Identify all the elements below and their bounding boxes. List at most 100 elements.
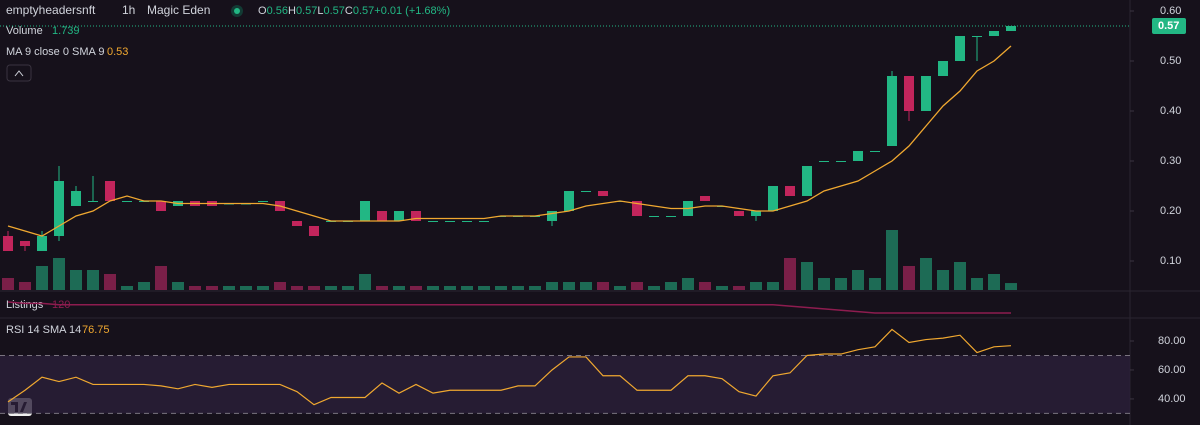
volume-bar [546,282,558,290]
volume-bar [869,278,881,290]
candle-body [156,201,166,211]
volume-bar [461,286,473,290]
volume-value: 1.739 [52,25,80,37]
candle-body [768,186,778,211]
rsi-tick-label: 60.00 [1158,364,1186,376]
volume-bar [597,282,609,290]
volume-bar [801,262,813,290]
volume-bar [1005,283,1017,290]
volume-bar [665,282,677,290]
volume-bar [563,282,575,290]
candle-body [1006,26,1016,31]
y-tick-label: 0.40 [1160,105,1181,117]
exchange: Magic Eden [147,3,210,17]
volume-bar [954,262,966,290]
volume-bar [308,286,320,290]
candle-body [921,76,931,111]
symbol: emptyheadersnft [6,3,96,17]
volume-bar [342,286,354,290]
candle-body [428,221,438,222]
volume-bar [631,282,643,290]
volume-bar [512,286,524,290]
volume-bar [53,258,65,290]
ma-line [7,45,1012,237]
last-price-tag [1152,18,1186,34]
candle-body [360,201,370,221]
candle-body [989,31,999,36]
volume-bar [291,286,303,290]
volume-bar [410,286,422,290]
volume-bar [325,286,337,290]
volume-bar [223,286,235,290]
candle-body [836,161,846,162]
candle-body [105,181,115,201]
rsi-label: RSI 14 SMA 14 [6,324,81,336]
legend: emptyheadersnft 1h Magic Eden O0.56H 0.57… [6,3,450,336]
candle-body [734,211,744,216]
volume-bar [138,282,150,290]
y-tick-label: 0.50 [1160,55,1181,67]
volume-bar [529,286,541,290]
candle-body [904,76,914,111]
candle-body [377,211,387,221]
last-price-label: 0.57 [1158,20,1179,32]
volume-bar [189,286,201,290]
candle-body [309,226,319,236]
ohlc-value: 0.56 [267,5,288,17]
candle-body [54,181,64,236]
candle-body [785,186,795,196]
volume-bar [444,286,456,290]
volume-bar [376,286,388,290]
volume-bar [767,282,779,290]
ohlc-key: H [288,5,296,17]
rsi-band [0,355,1130,414]
candle-body [3,236,13,251]
candle-body [972,36,982,37]
volume-bar [886,230,898,290]
candle-body [547,211,557,221]
candle-body [870,151,880,152]
volume-bar [427,286,439,290]
volume-bar [495,286,507,290]
volume-bar [699,282,711,290]
candle-body [853,151,863,161]
ohlc-value: 0.57 [353,5,374,17]
y-tick-label: 0.60 [1160,5,1181,17]
interval: 1h [122,3,135,17]
volume-bar [682,278,694,290]
ohlc: O0.56H0.57L0.57C0.57+0.01 (+1.68%) [258,5,450,17]
collapse-button[interactable] [6,64,32,82]
volume-bar [240,286,252,290]
y-tick-label: 0.30 [1160,155,1181,167]
candle-body [955,36,965,61]
candle-body [887,76,897,146]
candle-body [88,201,98,202]
candle-body [938,61,948,76]
candle-body [258,201,268,202]
volume-bar [580,282,592,290]
volume-bar [2,278,14,290]
y-tick-label: 0.10 [1160,255,1181,267]
volume-bar [393,286,405,290]
candle-body [445,221,455,222]
volume-bar [257,286,269,290]
candle-body [564,191,574,211]
volume-bar [716,286,728,290]
volume-bar [155,266,167,290]
candle-body [598,191,608,196]
volume-bar [478,286,490,290]
ma-label: MA 9 close 0 SMA 9 [6,46,104,58]
ohlc-key: O [258,5,267,17]
volume-bar [70,270,82,290]
candle-body [649,216,659,217]
rsi-tick-label: 80.00 [1158,335,1186,347]
candle-body [666,216,676,217]
candle-body [802,166,812,196]
candle-body [411,211,421,221]
volume-bar [920,258,932,290]
listings-label: Listings [6,299,44,311]
candle-body [37,236,47,251]
ohlc-value: 0.57 [323,5,344,17]
